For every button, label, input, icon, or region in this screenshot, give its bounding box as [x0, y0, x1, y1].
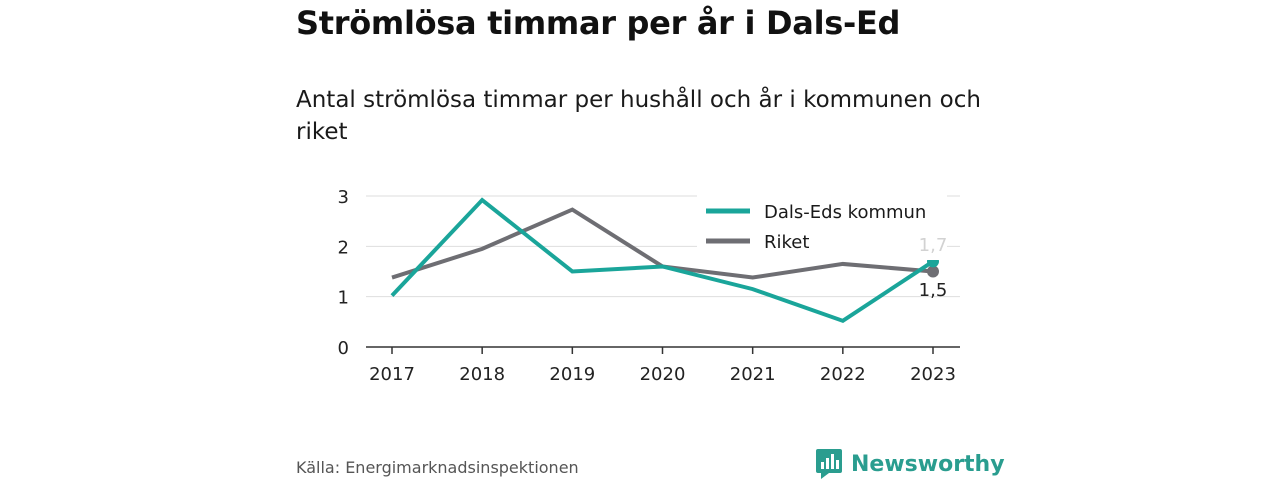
- x-tick-label: 2018: [459, 364, 505, 385]
- x-tick-label: 2022: [820, 364, 866, 385]
- x-tick-label: 2021: [730, 364, 776, 385]
- y-tick-label: 0: [338, 338, 349, 359]
- x-tick-label: 2020: [640, 364, 686, 385]
- legend-label: Dals-Eds kommun: [764, 202, 926, 223]
- end-value-label: 1,7: [919, 235, 948, 256]
- series-line: [390, 197, 935, 324]
- source-note: Källa: Energimarknadsinspektionen: [296, 458, 579, 477]
- y-tick-label: 3: [338, 187, 349, 208]
- legend-label: Riket: [764, 232, 809, 253]
- x-tick-label: 2017: [369, 364, 415, 385]
- end-value-label: 1,5: [919, 280, 948, 301]
- x-tick-label: 2019: [549, 364, 595, 385]
- chart-subtitle: Antal strömlösa timmar per hushåll och å…: [296, 87, 981, 145]
- chart-title: Strömlösa timmar per år i Dals-Ed: [296, 4, 901, 42]
- legend-background: [697, 194, 947, 260]
- y-tick-label: 1: [338, 288, 349, 309]
- bar-chart-bubble-icon: [816, 449, 842, 479]
- line-chart: 0 1 2 3 2017 2018 2019 2020 2021 2022 2023 Dals-E…: [338, 187, 960, 385]
- series-end-point: [927, 265, 939, 278]
- newsworthy-logo: Newsworthy: [815, 446, 1005, 482]
- brand-name: Newsworthy: [851, 451, 1005, 477]
- y-tick-label: 2: [338, 237, 349, 258]
- x-tick-label: 2023: [910, 364, 956, 385]
